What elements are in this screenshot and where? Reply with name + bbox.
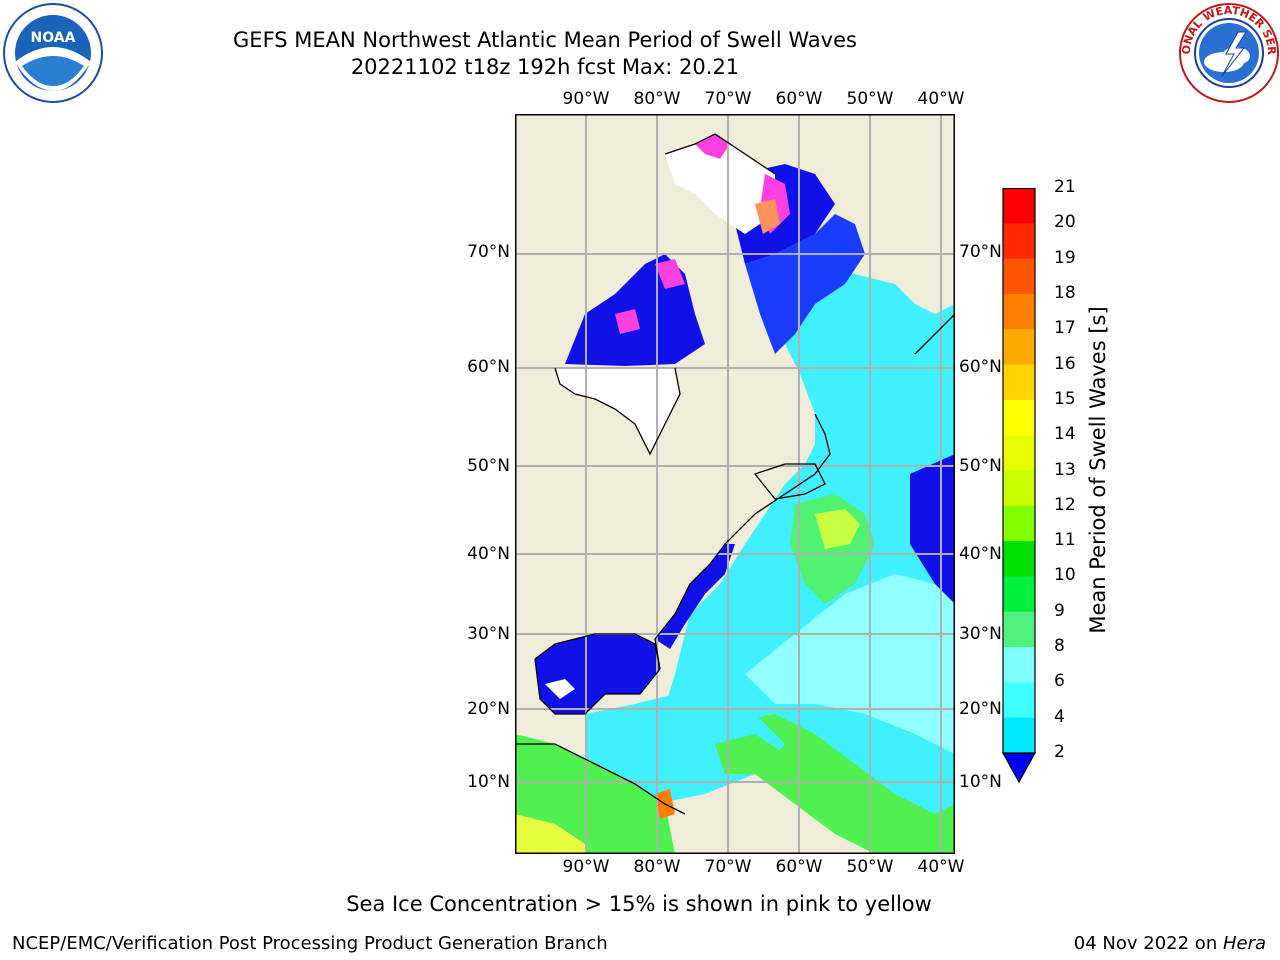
colorbar-tick-label: 9 bbox=[1054, 600, 1065, 621]
colorbar-tick-label: 8 bbox=[1054, 636, 1065, 657]
colorbar-segment bbox=[1003, 647, 1035, 683]
lon-tick-top: 60°W bbox=[775, 89, 823, 109]
colorbar-segment bbox=[1003, 717, 1035, 754]
lat-tick-left: 40°N bbox=[467, 544, 510, 564]
colorbar-segment bbox=[1003, 505, 1035, 542]
colorbar-segment bbox=[1003, 611, 1035, 648]
noaa-logo-text: NOAA bbox=[31, 30, 76, 46]
colorbar-border bbox=[1002, 187, 1036, 755]
sea-ice-note: Sea Ice Concentration > 15% is shown in … bbox=[346, 892, 932, 916]
colorbar-segment bbox=[1003, 364, 1035, 401]
lon-tick-bottom: 50°W bbox=[846, 857, 894, 877]
footer-credit: NCEP/EMC/Verification Post Processing Pr… bbox=[12, 933, 608, 954]
arctic-nodata bbox=[665, 134, 775, 234]
lon-tick-bottom: 70°W bbox=[704, 857, 752, 877]
map-subtitle: 20221102 t18z 192h fcst Max: 20.21 bbox=[350, 55, 740, 79]
nws-logo: NATIONAL WEATHER SERVICE bbox=[1173, 0, 1280, 104]
colorbar-segment bbox=[1003, 576, 1035, 613]
colorbar-tick-label: 14 bbox=[1054, 424, 1076, 445]
colorbar-tick-label: 2 bbox=[1054, 742, 1065, 762]
lat-tick-left: 70°N bbox=[467, 242, 510, 262]
colorbar-segment bbox=[1003, 293, 1035, 330]
us-coast-blue bbox=[655, 544, 735, 649]
lat-tick-right: 70°N bbox=[959, 242, 1002, 262]
colorbar-segment bbox=[1003, 682, 1035, 719]
lon-tick-bottom: 40°W bbox=[917, 857, 965, 877]
lat-tick-right: 30°N bbox=[959, 624, 1002, 644]
lon-tick-top: 70°W bbox=[704, 89, 752, 109]
lon-tick-top: 40°W bbox=[917, 89, 965, 109]
colorbar-tick-label: 19 bbox=[1054, 247, 1076, 268]
colorbar-tick-label: 4 bbox=[1054, 706, 1065, 727]
colorbar-label: Mean Period of Swell Waves [s] bbox=[1086, 306, 1110, 634]
noaa-logo: NOAA bbox=[2, 2, 104, 104]
colorbar-tick-label: 10 bbox=[1054, 565, 1076, 586]
colorbar-segment bbox=[1003, 188, 1035, 224]
ocean-labrador bbox=[745, 214, 865, 354]
lat-tick-right: 40°N bbox=[959, 544, 1002, 564]
colorbar-tick-label: 15 bbox=[1054, 388, 1076, 409]
lat-tick-left: 30°N bbox=[467, 624, 510, 644]
lat-tick-left: 10°N bbox=[467, 772, 510, 792]
ocean-deep-blue-east bbox=[910, 454, 955, 604]
south-america-yellow bbox=[515, 814, 585, 854]
swell-period-map bbox=[515, 114, 955, 854]
lat-tick-right: 20°N bbox=[959, 699, 1002, 719]
map-title: GEFS MEAN Northwest Atlantic Mean Period… bbox=[233, 28, 857, 52]
colorbar-segment bbox=[1003, 329, 1035, 366]
colorbar-scale bbox=[1001, 187, 1037, 784]
colorbar-segment bbox=[1003, 541, 1035, 577]
lon-tick-bottom: 60°W bbox=[775, 857, 823, 877]
colorbar-segment bbox=[1003, 223, 1035, 260]
colorbar-tick-label: 20 bbox=[1054, 212, 1076, 233]
lat-tick-right: 10°N bbox=[959, 772, 1002, 792]
footer-date: 04 Nov 2022 on Hera bbox=[1074, 933, 1266, 954]
colorbar-segment bbox=[1003, 399, 1035, 436]
ocean-yellow-green bbox=[815, 509, 860, 549]
coastlines bbox=[515, 133, 955, 815]
lat-tick-left: 50°N bbox=[467, 456, 510, 476]
lon-tick-top: 50°W bbox=[846, 89, 894, 109]
colorbar-segment bbox=[1003, 258, 1035, 295]
colorbar bbox=[1001, 187, 1037, 784]
graticule bbox=[515, 114, 955, 854]
sea-ice-orange bbox=[755, 199, 780, 234]
colorbar-tick-label: 6 bbox=[1054, 671, 1065, 692]
sea-ice-pink bbox=[615, 134, 790, 334]
footer-date-text: 04 Nov 2022 on bbox=[1073, 933, 1223, 954]
colorbar-tick-label: 13 bbox=[1054, 459, 1076, 480]
footer-host: Hera bbox=[1222, 933, 1266, 954]
colorbar-tick-label: 18 bbox=[1054, 282, 1076, 303]
lat-tick-left: 60°N bbox=[467, 357, 510, 377]
lat-tick-right: 50°N bbox=[959, 456, 1002, 476]
lon-tick-bottom: 90°W bbox=[562, 857, 610, 877]
colorbar-tick-label: 17 bbox=[1054, 318, 1076, 339]
lat-tick-left: 20°N bbox=[467, 699, 510, 719]
colorbar-tick-label: 21 bbox=[1054, 177, 1076, 197]
gulf-of-mexico-nodata bbox=[545, 679, 575, 699]
lat-tick-right: 60°N bbox=[959, 357, 1002, 377]
caribbean-sea bbox=[585, 694, 785, 804]
colorbar-tick-label: 11 bbox=[1054, 530, 1076, 551]
caribbean-green bbox=[715, 734, 785, 774]
lon-tick-top: 90°W bbox=[562, 89, 610, 109]
lon-tick-bottom: 80°W bbox=[633, 857, 681, 877]
colorbar-tick-label: 12 bbox=[1054, 494, 1076, 515]
lon-tick-top: 80°W bbox=[633, 89, 681, 109]
map-panel bbox=[515, 114, 955, 854]
colorbar-extend-triangle bbox=[1001, 752, 1037, 784]
ocean-green-south bbox=[725, 714, 955, 854]
map-border bbox=[515, 114, 955, 854]
colorbar-segment bbox=[1003, 435, 1035, 471]
colorbar-tick-label: 16 bbox=[1054, 353, 1076, 374]
colorbar-segment bbox=[1003, 470, 1035, 507]
